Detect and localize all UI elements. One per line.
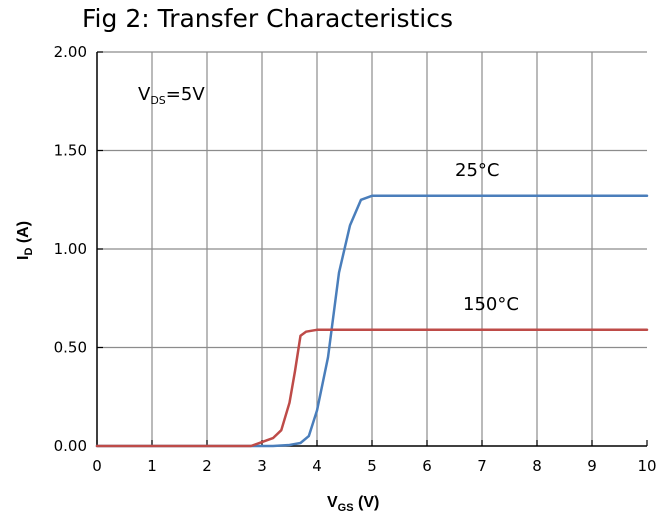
- x-tick-label: 5: [367, 457, 377, 475]
- y-tick-label: 0.00: [54, 437, 87, 455]
- x-tick-labels: 0 1 2 3 4 5 6 7 8 9 10: [92, 457, 656, 475]
- x-tick-label: 3: [257, 457, 267, 475]
- y-tick-label: 1.00: [54, 240, 87, 258]
- y-tick-label: 2.00: [54, 43, 87, 61]
- x-tick-label: 10: [637, 457, 656, 475]
- gridlines: [97, 51, 647, 446]
- x-axis-label: VGS (V): [327, 494, 379, 514]
- x-tick-label: 0: [92, 457, 102, 475]
- x-tick-label: 7: [477, 457, 487, 475]
- x-tick-label: 1: [147, 457, 157, 475]
- chart-title: Fig 2: Transfer Characteristics: [82, 4, 453, 33]
- series-lines: [95, 194, 649, 448]
- y-tick-label: 0.50: [54, 339, 87, 357]
- x-tick-label: 8: [532, 457, 542, 475]
- series-line-25c: [95, 194, 649, 448]
- x-tick-label: 4: [312, 457, 322, 475]
- y-tick-label: 1.50: [54, 142, 87, 160]
- x-tick-label: 2: [202, 457, 212, 475]
- condition-label: VDS=5V: [138, 84, 205, 107]
- y-tick-labels: 0.00 0.50 1.00 1.50 2.00: [54, 43, 87, 455]
- series-label-150c: 150°C: [463, 294, 519, 315]
- y-axis-label: ID (A): [15, 221, 35, 260]
- x-tick-label: 6: [422, 457, 432, 475]
- x-tick-label: 9: [587, 457, 597, 475]
- series-line-150c: [95, 328, 649, 448]
- series-label-25c: 25°C: [455, 160, 499, 181]
